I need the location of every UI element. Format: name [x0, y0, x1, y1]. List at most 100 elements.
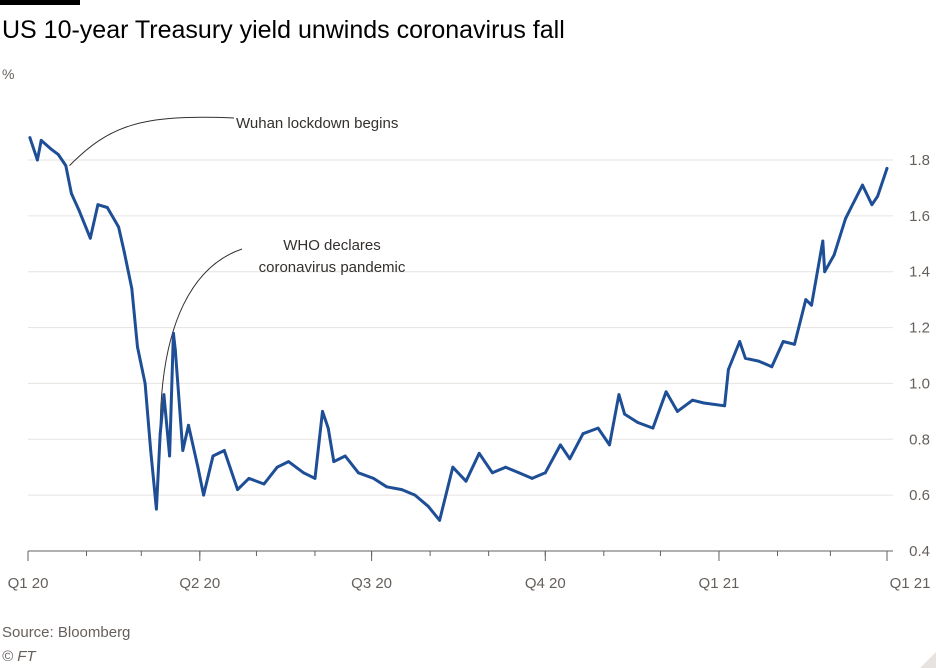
y-tick-label: 0.6 [909, 487, 930, 504]
annotation-leader [69, 116, 235, 166]
data-point [357, 471, 360, 475]
data-point [172, 331, 175, 335]
ft-credit: © FT [2, 648, 36, 665]
data-point [321, 410, 324, 413]
data-point [64, 164, 68, 168]
data-point [491, 471, 494, 475]
data-point [105, 206, 109, 209]
data-point [56, 153, 60, 156]
y-tick-label: 1.8 [909, 152, 930, 169]
data-point [832, 253, 836, 257]
data-point [173, 348, 177, 352]
x-tick-label: Q1 20 [8, 575, 49, 592]
data-point [385, 485, 389, 489]
data-point [88, 236, 92, 240]
y-axis-unit: % [2, 66, 15, 82]
data-point [326, 426, 330, 430]
y-tick-label: 1.6 [909, 208, 930, 225]
x-tick-label: Q1 21 [699, 575, 740, 592]
data-point [885, 167, 889, 170]
data-point [236, 488, 240, 491]
data-point [372, 477, 375, 480]
data-point [623, 412, 626, 416]
data-point [247, 477, 251, 480]
brand-bar [0, 0, 80, 5]
data-point [568, 457, 572, 461]
data-point [876, 194, 879, 198]
data-point [136, 345, 139, 349]
data-point [162, 393, 166, 396]
data-point [49, 147, 53, 151]
data-point [530, 477, 534, 480]
annotation-label: coronavirus pandemic [259, 259, 406, 276]
data-point [664, 390, 668, 394]
chart-title: US 10-year Treasury yield unwinds corona… [2, 16, 565, 44]
data-point [581, 432, 585, 436]
data-point [149, 449, 153, 452]
data-point [702, 401, 706, 405]
data-point [770, 365, 774, 369]
data-point [804, 298, 808, 301]
x-tick-label: Q1 21 [890, 575, 931, 592]
data-point [28, 136, 32, 140]
data-point [143, 382, 147, 385]
data-point [211, 454, 215, 458]
data-point [738, 340, 742, 343]
source-note: Source: Bloomberg [2, 624, 131, 641]
data-point [861, 183, 864, 187]
data-point [636, 421, 640, 424]
data-point [77, 208, 81, 212]
data-point [222, 449, 226, 452]
x-tick-label: Q3 20 [351, 575, 392, 592]
data-point [844, 217, 847, 221]
data-point [117, 225, 120, 229]
x-tick-label: Q4 20 [525, 575, 566, 592]
data-point [543, 471, 547, 475]
data-point [302, 471, 305, 475]
x-axis: Q1 20 Q2 20 Q3 20 Q4 20 Q1 21 Q1 21 [8, 550, 931, 592]
data-point [70, 192, 73, 195]
data-point [36, 158, 39, 162]
y-tick-label: 0.4 [909, 543, 930, 560]
data-point [181, 449, 185, 452]
data-point [451, 465, 455, 469]
data-point [343, 454, 347, 458]
annotations: Wuhan lockdown begins WHO declares coronav… [69, 115, 406, 434]
data-point [617, 393, 621, 396]
data-point [426, 504, 430, 508]
data-point [810, 303, 813, 307]
data-point [727, 368, 730, 371]
data-point [262, 482, 266, 486]
x-tick-label: Q2 20 [179, 575, 220, 592]
data-point [275, 465, 279, 469]
data-point [287, 460, 290, 463]
data-point [464, 479, 468, 483]
data-point [313, 477, 317, 480]
annotation-label: WHO declares [283, 237, 381, 254]
data-point [155, 507, 158, 511]
series-layer [28, 136, 889, 522]
data-point [651, 426, 655, 430]
data-point [517, 471, 521, 475]
data-point [691, 398, 694, 402]
annotation-leader [159, 248, 243, 434]
data-point [870, 203, 874, 207]
data-point [438, 518, 441, 522]
data-point [196, 465, 200, 469]
data-point [744, 356, 747, 360]
data-point [723, 404, 726, 408]
data-point [559, 443, 562, 447]
data-point [757, 359, 760, 363]
data-point [608, 443, 611, 447]
data-point [849, 206, 853, 209]
data-point [39, 139, 43, 142]
data-point [168, 454, 172, 458]
annotation-label: Wuhan lockdown begins [236, 115, 398, 132]
data-point [823, 270, 827, 274]
data-point [477, 451, 481, 455]
data-point [400, 488, 404, 491]
y-tick-label: 1.2 [909, 320, 930, 337]
data-point [781, 340, 785, 343]
data-point [504, 465, 507, 469]
